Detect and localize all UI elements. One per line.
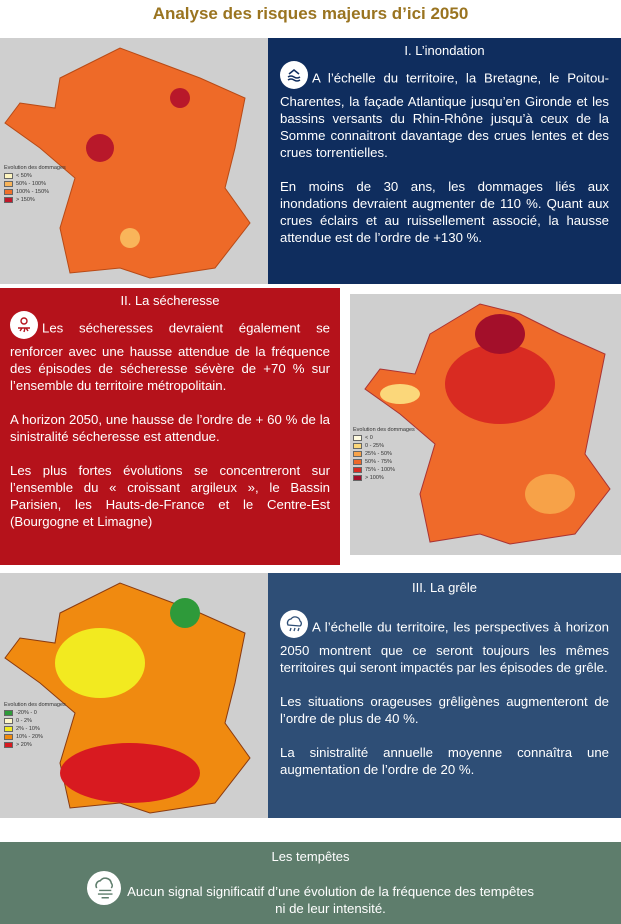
legend-swatch — [353, 434, 362, 441]
drought-map: Evolution des dommages < 0 0 - 25% 25% - 50… — [350, 294, 621, 555]
flood-map: Evolution des dommages < 50% 50% - 100% 100… — [0, 38, 268, 284]
hail-paragraph-3: La sinistralité annuelle moyenne connaît… — [280, 745, 609, 777]
drought-icon — [10, 311, 38, 339]
hail-map: Evolution des dommages -20% - 0 0 - 2% 2% -… — [0, 573, 268, 818]
legend-label: > 100% — [365, 475, 384, 481]
france-map-shape — [364, 303, 611, 545]
legend-swatch — [353, 442, 362, 449]
legend-item: 25% - 50% — [353, 450, 415, 458]
legend-swatch — [4, 725, 13, 732]
hail-legend: Evolution des dommages -20% - 0 0 - 2% 2% -… — [4, 701, 66, 749]
legend-swatch — [353, 458, 362, 465]
legend-label: 100% - 150% — [16, 189, 50, 195]
legend-label: 0 - 2% — [16, 718, 32, 724]
storm-text-line-2: ni de leur intensité. — [275, 901, 386, 916]
legend-swatch — [353, 466, 362, 473]
legend-swatch — [4, 196, 13, 203]
flood-paragraph-2: En moins de 30 ans, les dommages liés au… — [280, 179, 609, 245]
legend-item: 100% - 150% — [4, 188, 66, 196]
legend-swatch — [4, 717, 13, 724]
drought-panel: II. La sécheresse Les sécheresses devrai… — [0, 288, 340, 565]
storm-heading: Les tempêtes — [271, 849, 350, 864]
legend-item: < 0 — [353, 434, 415, 442]
legend-label: 2% - 10% — [16, 726, 40, 732]
legend-item: 0 - 25% — [353, 442, 415, 450]
legend-label: < 50% — [16, 173, 32, 179]
legend-swatch — [4, 733, 13, 740]
legend-item: 50% - 75% — [353, 458, 415, 466]
storm-panel: Les tempêtes Aucun signal significatif d… — [0, 842, 621, 924]
legend-item: 2% - 10% — [4, 725, 66, 733]
legend-label: 75% - 100% — [365, 467, 395, 473]
france-map-shape — [4, 582, 251, 814]
legend-label: 50% - 100% — [16, 181, 46, 187]
drought-paragraph-2: A horizon 2050, une hausse de l’ordre de… — [10, 412, 330, 444]
hail-panel: III. La grêle A l’échelle du territoire,… — [268, 573, 621, 818]
legend-title: Evolution des dommages — [4, 165, 66, 171]
legend-item: > 20% — [4, 741, 66, 749]
drought-heading: II. La sécheresse — [120, 293, 220, 308]
hail-paragraph-1: A l’échelle du territoire, les perspecti… — [280, 619, 609, 675]
legend-item: -20% - 0 — [4, 709, 66, 717]
legend-item: 0 - 2% — [4, 717, 66, 725]
drought-paragraph-3: Les plus fortes évolutions se concentrer… — [10, 463, 330, 529]
drought-legend: Evolution des dommages < 0 0 - 25% 25% - 50… — [353, 426, 415, 482]
legend-label: 10% - 20% — [16, 734, 43, 740]
legend-swatch — [4, 172, 13, 179]
legend-label: 0 - 25% — [365, 443, 384, 449]
legend-label: < 0 — [365, 435, 373, 441]
flood-heading: I. L’inondation — [404, 43, 485, 58]
legend-swatch — [4, 741, 13, 748]
drought-paragraph-1: Les sécheresses devraient également se r… — [10, 320, 330, 393]
legend-label: > 150% — [16, 197, 35, 203]
flood-panel: I. L’inondation A l’échelle du territoir… — [268, 38, 621, 284]
legend-title: Evolution des dommages — [4, 702, 66, 708]
storm-text-line-1: Aucun signal significatif d’une évolutio… — [127, 884, 534, 899]
page-title: Analyse des risques majeurs d’ici 2050 — [152, 4, 469, 23]
france-map-shape — [4, 47, 251, 279]
legend-label: > 20% — [16, 742, 32, 748]
legend-item: 50% - 100% — [4, 180, 66, 188]
legend-swatch — [4, 709, 13, 716]
hail-heading: III. La grêle — [411, 580, 478, 595]
legend-item: < 50% — [4, 172, 66, 180]
legend-label: -20% - 0 — [16, 710, 37, 716]
legend-swatch — [4, 180, 13, 187]
legend-label: 25% - 50% — [365, 451, 392, 457]
legend-label: 50% - 75% — [365, 459, 392, 465]
legend-title: Evolution des dommages — [353, 427, 415, 433]
storm-wind-icon — [87, 871, 122, 905]
hail-icon — [280, 610, 308, 638]
legend-item: > 100% — [353, 474, 415, 482]
legend-swatch — [353, 450, 362, 457]
legend-swatch — [4, 188, 13, 195]
flood-paragraph-1: A l’échelle du territoire, la Bretagne, … — [280, 70, 609, 160]
legend-swatch — [353, 474, 362, 481]
flood-icon — [280, 61, 308, 89]
legend-item: 10% - 20% — [4, 733, 66, 741]
hail-paragraph-2: Les situations orageuses grêligènes augm… — [280, 694, 609, 726]
flood-legend: Evolution des dommages < 50% 50% - 100% 100… — [4, 164, 66, 204]
legend-item: 75% - 100% — [353, 466, 415, 474]
legend-item: > 150% — [4, 196, 66, 204]
